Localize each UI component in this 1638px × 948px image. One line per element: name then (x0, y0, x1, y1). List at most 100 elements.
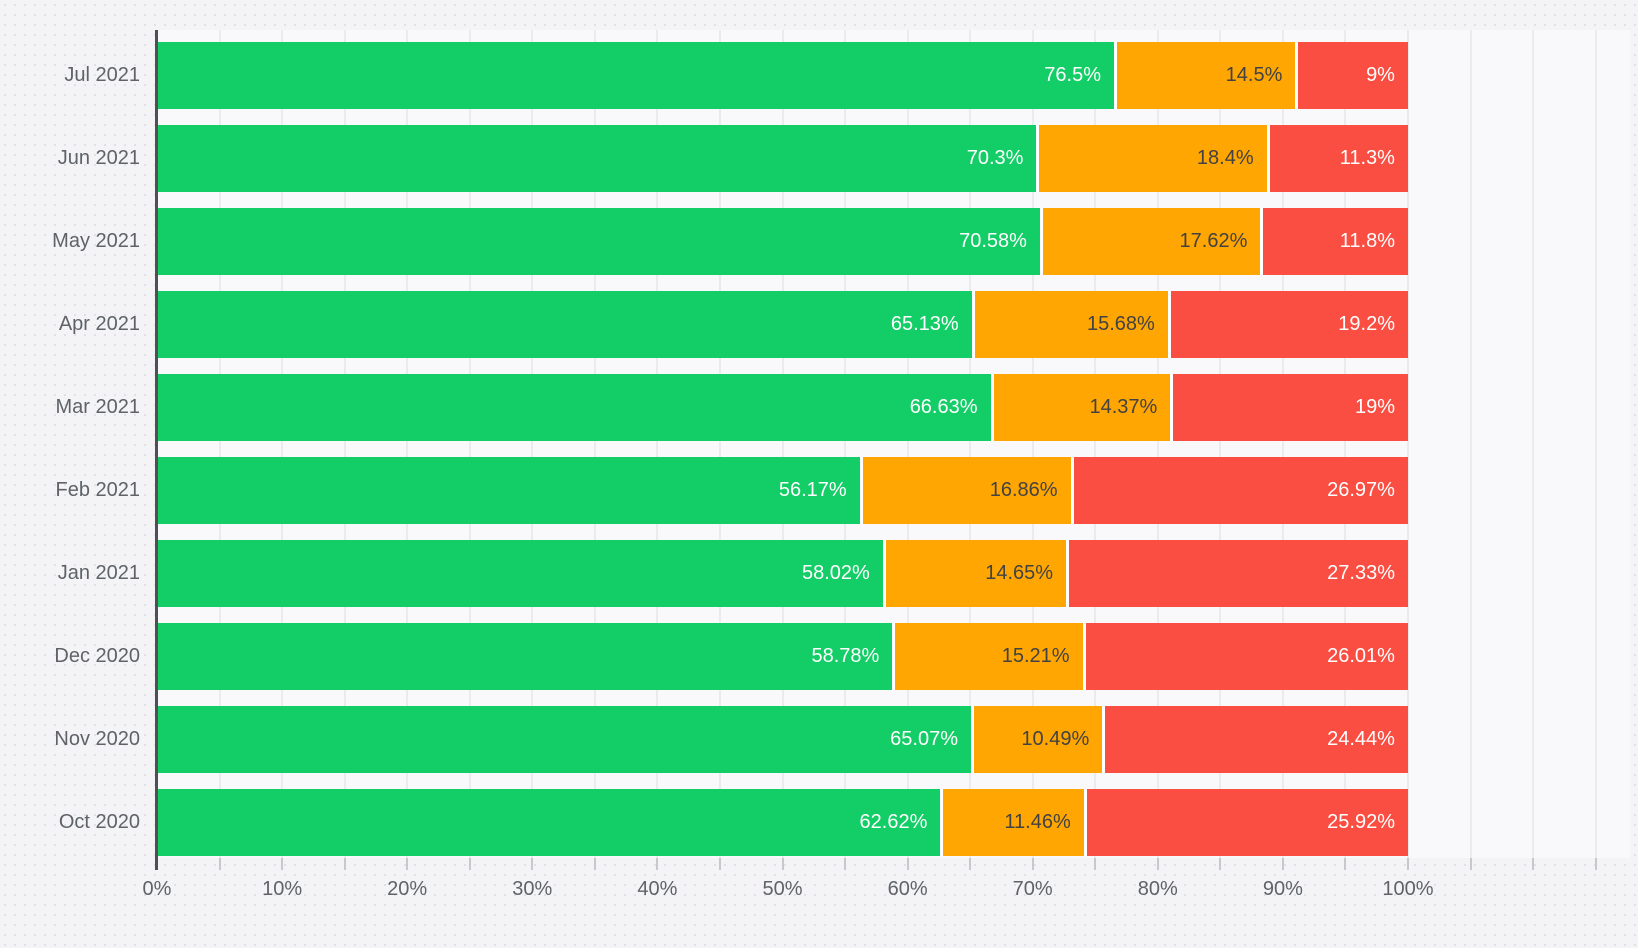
x-axis-tick (1407, 858, 1409, 870)
x-axis-tick (1532, 858, 1535, 870)
bar-row: 66.63% 14.37% 19% (157, 374, 1408, 441)
x-axis-tick (343, 858, 346, 870)
gridline (969, 30, 972, 858)
bar-row: 70.58% 17.62% 11.8% (157, 208, 1408, 275)
bar-row: 70.3% 18.4% 11.3% (157, 125, 1408, 192)
bar-value-label: 27.33% (1327, 562, 1395, 584)
gridline (1469, 30, 1472, 858)
bar-green-segment[interactable]: 70.58% (157, 208, 1040, 275)
y-axis-label: Jul 2021 (64, 64, 140, 86)
bar-red-segment[interactable]: 11.8% (1260, 208, 1408, 275)
x-axis-tick (1281, 858, 1284, 870)
gridline (593, 30, 596, 858)
bar-row: 65.07% 10.49% 24.44% (157, 706, 1408, 773)
bar-value-label: 11.8% (1339, 230, 1395, 252)
bar-green-segment[interactable]: 62.62% (157, 789, 941, 856)
gridline (531, 30, 534, 858)
gridline (844, 30, 847, 858)
gridline (1219, 30, 1222, 858)
bar-green-segment[interactable]: 56.17% (157, 457, 860, 524)
bar-orange-segment[interactable]: 15.68% (971, 291, 1168, 358)
bar-orange-segment[interactable]: 17.62% (1039, 208, 1261, 275)
bar-value-label: 65.13% (890, 313, 959, 335)
x-axis-tick-label: 90% (1262, 878, 1303, 900)
bar-green-segment[interactable]: 76.5% (157, 42, 1114, 109)
bar-orange-segment[interactable]: 15.21% (892, 623, 1083, 690)
y-axis-label: Oct 2020 (58, 811, 140, 833)
gridline (656, 30, 659, 858)
y-axis-label: Mar 2021 (55, 396, 141, 418)
y-axis-label: Jan 2021 (57, 562, 140, 584)
bar-value-label: 66.63% (909, 396, 978, 418)
bar-red-segment[interactable]: 26.97% (1070, 457, 1408, 524)
gridline (1156, 30, 1159, 858)
bar-green-segment[interactable]: 66.63% (157, 374, 991, 441)
y-axis-line (155, 30, 158, 870)
bar-green-segment[interactable]: 70.3% (157, 125, 1037, 192)
bar-value-label: 14.65% (985, 562, 1054, 584)
bar-value-label: 14.5% (1225, 64, 1283, 86)
bar-orange-segment[interactable]: 16.86% (859, 457, 1071, 524)
bar-red-segment[interactable]: 25.92% (1083, 789, 1408, 856)
bar-value-label: 19.2% (1338, 313, 1395, 335)
x-axis-tick (969, 858, 972, 870)
x-axis-tick (1594, 858, 1597, 870)
bar-red-segment[interactable]: 27.33% (1066, 540, 1408, 607)
bar-value-label: 26.97% (1327, 479, 1395, 501)
x-axis-tick (281, 858, 284, 870)
bar-value-label: 15.21% (1001, 645, 1070, 667)
bar-red-segment[interactable]: 19% (1170, 374, 1408, 441)
y-axis-label: Nov 2020 (54, 728, 140, 750)
bar-value-label: 26.01% (1327, 645, 1395, 667)
bar-value-label: 10.49% (1021, 728, 1090, 750)
gridline (468, 30, 471, 858)
gridline (906, 30, 909, 858)
bar-row: 65.13% 15.68% 19.2% (157, 291, 1408, 358)
x-axis-tick (656, 858, 659, 870)
x-axis-tick (1219, 858, 1222, 870)
x-axis-tick-label: 40% (637, 878, 678, 900)
bar-orange-segment[interactable]: 11.46% (940, 789, 1084, 856)
gridline (281, 30, 284, 858)
bar-red-segment[interactable]: 11.3% (1266, 125, 1408, 192)
bar-red-segment[interactable]: 24.44% (1102, 706, 1408, 773)
bar-orange-segment[interactable]: 10.49% (971, 706, 1103, 773)
bar-green-segment[interactable]: 58.02% (157, 540, 883, 607)
y-axis-label: Apr 2021 (58, 313, 140, 335)
bar-green-segment[interactable]: 58.78% (157, 623, 893, 690)
bar-orange-segment[interactable]: 14.5% (1114, 42, 1296, 109)
x-axis-tick-label: 70% (1012, 878, 1053, 900)
x-axis-tick (718, 858, 721, 870)
bar-green-segment[interactable]: 65.07% (157, 706, 972, 773)
bar-value-label: 70.3% (966, 147, 1024, 169)
bar-row: 56.17% 16.86% 26.97% (157, 457, 1408, 524)
x-axis-tick-label: 0% (142, 878, 172, 900)
x-axis-tick-label: 30% (512, 878, 553, 900)
bar-value-label: 15.68% (1086, 313, 1155, 335)
gridline (406, 30, 409, 858)
plot-area: 76.5% 14.5% 9% 70.3% 18.4% 11.3% 70.58% 17.62% 1… (157, 30, 1630, 858)
gridline (718, 30, 721, 858)
bar-green-segment[interactable]: 65.13% (157, 291, 972, 358)
x-axis-tick (406, 858, 409, 870)
bar-orange-segment[interactable]: 14.37% (990, 374, 1171, 441)
bar-orange-segment[interactable]: 14.65% (882, 540, 1067, 607)
bar-red-segment[interactable]: 26.01% (1082, 623, 1408, 690)
x-axis-tick (781, 858, 784, 870)
bar-value-label: 70.58% (959, 230, 1027, 252)
y-axis-label: May 2021 (52, 230, 140, 252)
x-axis-tick-label: 50% (762, 878, 803, 900)
bar-red-segment[interactable]: 9% (1295, 42, 1408, 109)
bar-red-segment[interactable]: 19.2% (1167, 291, 1408, 358)
bar-value-label: 11.3% (1339, 147, 1395, 169)
gridline (1031, 30, 1034, 858)
bar-value-label: 9% (1366, 64, 1395, 86)
bar-value-label: 14.37% (1089, 396, 1158, 418)
bar-value-label: 56.17% (778, 479, 847, 501)
bar-row: 58.78% 15.21% 26.01% (157, 623, 1408, 690)
bar-value-label: 25.92% (1327, 811, 1395, 833)
x-axis-tick-label: 60% (887, 878, 928, 900)
bar-value-label: 11.46% (1004, 811, 1071, 833)
bar-orange-segment[interactable]: 18.4% (1036, 125, 1267, 192)
x-axis-tick-label: 80% (1137, 878, 1178, 900)
